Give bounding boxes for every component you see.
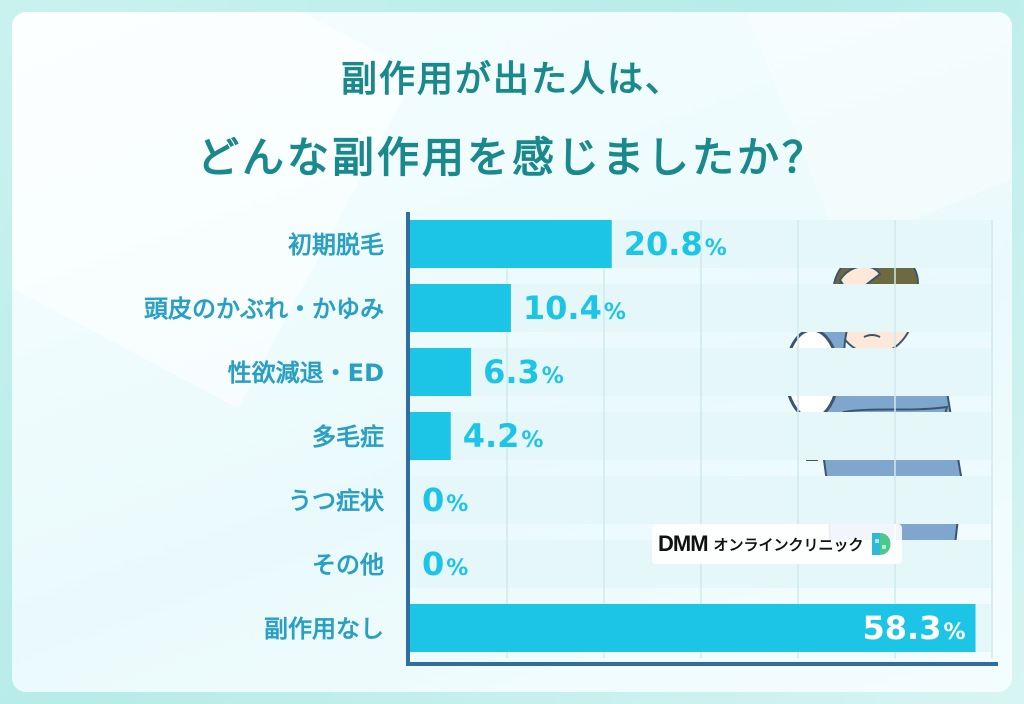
infographic-card: 副作用が出た人は、 どんな副作用を感じましたか？ (12, 12, 1012, 692)
dmm-d-mark-icon (871, 533, 891, 555)
data-bar (410, 348, 472, 396)
chart-axis (406, 212, 998, 666)
data-label: 20.8% (624, 225, 727, 263)
category-label: 副作用なし (264, 615, 384, 643)
data-label: 10.4% (523, 289, 626, 327)
bar-chart: 初期脱毛 20.8% 頭皮のかぶれ・かゆみ 10.4% 性欲減退・ED 6.3% 多毛症 4.… (144, 212, 998, 666)
data-label: 0% (422, 545, 468, 583)
data-label: 0% (422, 481, 468, 519)
data-bar (410, 284, 511, 332)
category-label: うつ症状 (288, 487, 385, 515)
title-line-2: どんな副作用を感じましたか？ (196, 133, 827, 182)
category-label: その他 (312, 551, 384, 579)
data-bar (410, 220, 612, 268)
category-label: 多毛症 (312, 423, 384, 451)
data-bar (410, 604, 976, 652)
category-label: 性欲減退・ED (228, 359, 384, 387)
data-label: 4.2% (463, 417, 544, 455)
logo-brand-text: DMM (658, 531, 709, 556)
data-bar (410, 412, 451, 460)
title-line-1: 副作用が出た人は、 (340, 59, 683, 100)
data-label: 6.3% (483, 353, 564, 391)
dmm-online-clinic-logo: DMM オンラインクリニック (652, 524, 902, 564)
category-label: 初期脱毛 (288, 231, 384, 259)
logo-service-text: オンラインクリニック (713, 535, 864, 554)
data-label: 58.3% (863, 609, 966, 647)
category-label: 頭皮のかぶれ・かゆみ (144, 295, 384, 323)
